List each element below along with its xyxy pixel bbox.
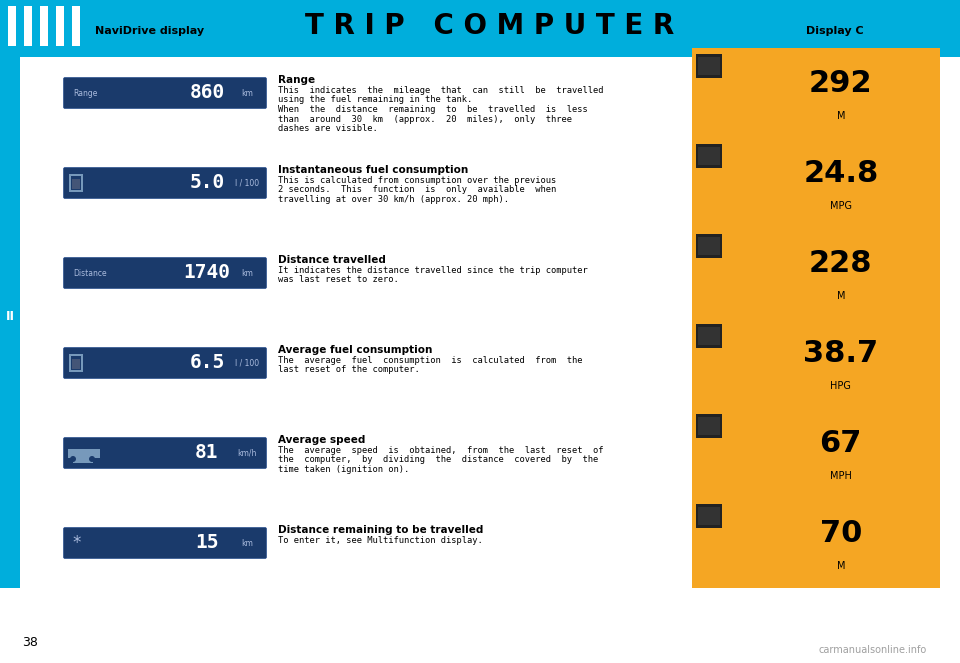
Text: 70: 70 xyxy=(820,518,862,548)
Bar xyxy=(72,179,80,189)
Bar xyxy=(73,456,93,463)
Bar xyxy=(698,147,720,165)
Text: km/h: km/h xyxy=(237,448,256,457)
Text: 38.7: 38.7 xyxy=(804,339,878,367)
Text: Distance travelled: Distance travelled xyxy=(278,255,386,265)
Bar xyxy=(56,6,64,46)
Text: Display C: Display C xyxy=(806,26,864,36)
Text: km: km xyxy=(241,269,252,278)
Text: using the fuel remaining in the tank.: using the fuel remaining in the tank. xyxy=(278,95,472,105)
Text: was last reset to zero.: was last reset to zero. xyxy=(278,276,398,284)
Bar xyxy=(0,52,960,57)
Text: Distance remaining to be travelled: Distance remaining to be travelled xyxy=(278,525,484,535)
Text: Range: Range xyxy=(73,88,97,97)
Bar xyxy=(0,45,20,588)
Text: 292: 292 xyxy=(809,68,873,97)
Bar xyxy=(68,449,100,458)
Bar xyxy=(72,359,80,369)
FancyBboxPatch shape xyxy=(63,528,267,558)
Text: M: M xyxy=(836,561,845,571)
Text: than  around  30  km  (approx.  20  miles),  only  three: than around 30 km (approx. 20 miles), on… xyxy=(278,115,572,123)
Text: 860: 860 xyxy=(189,84,225,103)
Text: 1740: 1740 xyxy=(183,263,230,282)
Text: carmanualsonline.info: carmanualsonline.info xyxy=(819,645,927,655)
FancyBboxPatch shape xyxy=(63,168,267,198)
Text: 6.5: 6.5 xyxy=(189,353,225,373)
Bar xyxy=(692,498,940,588)
Bar xyxy=(692,228,940,318)
Bar xyxy=(692,318,940,408)
FancyBboxPatch shape xyxy=(63,78,267,109)
Text: Instantaneous fuel consumption: Instantaneous fuel consumption xyxy=(278,165,468,175)
Circle shape xyxy=(89,456,95,462)
Text: Average fuel consumption: Average fuel consumption xyxy=(278,345,432,355)
Bar xyxy=(72,6,80,46)
Bar xyxy=(696,504,722,528)
Circle shape xyxy=(70,456,76,462)
Bar xyxy=(69,174,83,192)
Text: travelling at over 30 km/h (approx. 20 mph).: travelling at over 30 km/h (approx. 20 m… xyxy=(278,195,509,204)
Text: This  indicates  the  mileage  that  can  still  be  travelled: This indicates the mileage that can stil… xyxy=(278,86,604,95)
Text: To enter it, see Multifunction display.: To enter it, see Multifunction display. xyxy=(278,536,483,545)
Bar xyxy=(0,0,960,52)
Text: 67: 67 xyxy=(820,428,862,457)
Text: MPH: MPH xyxy=(829,471,852,481)
Text: km: km xyxy=(241,88,252,97)
FancyBboxPatch shape xyxy=(63,438,267,469)
Bar xyxy=(69,354,83,372)
Bar xyxy=(698,507,720,525)
Bar xyxy=(692,138,940,228)
Bar xyxy=(40,6,48,46)
Text: 15: 15 xyxy=(195,534,219,552)
Text: When  the  distance  remaining  to  be  travelled  is  less: When the distance remaining to be travel… xyxy=(278,105,588,114)
Text: the  computer,  by  dividing  the  distance  covered  by  the: the computer, by dividing the distance c… xyxy=(278,455,598,465)
Text: Distance: Distance xyxy=(73,269,107,278)
Text: The  average  speed  is  obtained,  from  the  last  reset  of: The average speed is obtained, from the … xyxy=(278,446,604,455)
Bar xyxy=(698,237,720,255)
Text: This is calculated from consumption over the previous: This is calculated from consumption over… xyxy=(278,176,556,185)
Text: 228: 228 xyxy=(809,249,873,278)
Bar xyxy=(71,176,81,190)
Bar xyxy=(696,414,722,438)
Bar xyxy=(698,57,720,75)
Text: l / 100: l / 100 xyxy=(235,178,259,188)
Text: 81: 81 xyxy=(195,444,219,463)
Text: last reset of the computer.: last reset of the computer. xyxy=(278,365,420,375)
Text: M: M xyxy=(836,291,845,301)
Bar xyxy=(24,6,32,46)
Text: 2 seconds.  This  function  is  only  available  when: 2 seconds. This function is only availab… xyxy=(278,186,556,194)
Text: It indicates the distance travelled since the trip computer: It indicates the distance travelled sinc… xyxy=(278,266,588,275)
Text: NaviDrive display: NaviDrive display xyxy=(95,26,204,36)
Text: 38: 38 xyxy=(22,636,37,649)
Text: HPG: HPG xyxy=(830,381,852,391)
Text: MPG: MPG xyxy=(829,201,852,211)
Text: Range: Range xyxy=(278,75,315,85)
Bar xyxy=(696,144,722,168)
Bar xyxy=(698,327,720,345)
Text: *: * xyxy=(73,534,82,552)
Bar xyxy=(8,6,16,46)
Bar xyxy=(696,234,722,258)
Text: II: II xyxy=(6,310,14,323)
FancyBboxPatch shape xyxy=(63,347,267,379)
Text: Average speed: Average speed xyxy=(278,435,366,445)
Bar xyxy=(71,356,81,370)
Text: time taken (ignition on).: time taken (ignition on). xyxy=(278,465,409,474)
Bar xyxy=(696,324,722,348)
Bar xyxy=(698,417,720,435)
FancyBboxPatch shape xyxy=(63,257,267,288)
Text: 24.8: 24.8 xyxy=(804,158,878,188)
Text: l / 100: l / 100 xyxy=(235,359,259,367)
Text: The  average  fuel  consumption  is  calculated  from  the: The average fuel consumption is calculat… xyxy=(278,356,583,365)
Bar xyxy=(692,408,940,498)
Text: T R I P   C O M P U T E R: T R I P C O M P U T E R xyxy=(305,12,675,40)
Text: km: km xyxy=(241,538,252,548)
Bar xyxy=(692,48,940,138)
Text: M: M xyxy=(836,111,845,121)
Text: 5.0: 5.0 xyxy=(189,174,225,192)
Text: dashes are visible.: dashes are visible. xyxy=(278,124,377,133)
Bar xyxy=(696,54,722,78)
